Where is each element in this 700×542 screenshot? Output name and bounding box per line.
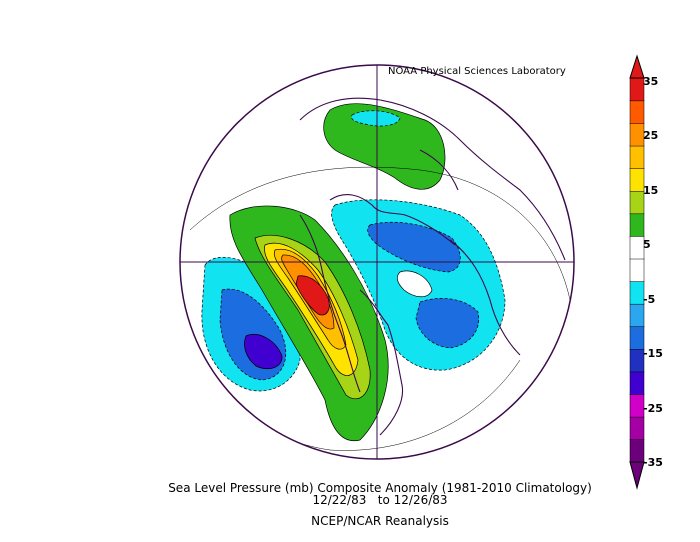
colorbar-segment (629, 213, 645, 237)
colorbar-segment (629, 100, 645, 124)
low-center-pacific (244, 333, 283, 370)
caption-dates: 12/22/83 to 12/26/83 (312, 493, 448, 507)
colorbar-tick-label: -15 (643, 347, 663, 361)
colorbar-segment (629, 326, 645, 350)
colorbar-segment (629, 303, 645, 328)
colorbar-segment (629, 145, 645, 169)
colorbar-segment (629, 258, 645, 282)
colorbar-segment (629, 439, 645, 463)
colorbar-segment (629, 281, 645, 305)
colorbar-segment (629, 168, 645, 192)
colorbar-segment (629, 416, 645, 440)
colorbar-tick-label: -5 (643, 292, 656, 306)
coastlines (299, 97, 566, 436)
map-boundary (179, 64, 575, 460)
colorbar-tick-label: 25 (643, 129, 659, 143)
colorbar-segment (629, 77, 645, 102)
colorbar-segment (629, 371, 645, 395)
colorbar-upper-arrow (629, 54, 645, 79)
high-center (295, 275, 330, 316)
colorbar-tick-label: -25 (643, 401, 663, 415)
colorbar-tick-label: -35 (643, 456, 663, 469)
colorbar-tick-label: 35 (643, 75, 659, 88)
colorbar-segment (629, 235, 645, 260)
colorbar-segment (629, 190, 645, 215)
colorbar-segment (629, 348, 645, 373)
caption-title: Sea Level Pressure (mb) Composite Anomal… (168, 481, 592, 495)
colorbar-segment (629, 393, 645, 418)
anomaly-field (180, 65, 574, 459)
credit-label: NOAA Physical Sciences Laboratory (388, 66, 566, 77)
colorbar-lower-arrow (629, 461, 645, 490)
colorbar (629, 54, 645, 490)
caption-source: NCEP/NCAR Reanalysis (311, 514, 449, 528)
colorbar-tick-label: 15 (643, 183, 659, 197)
positive-anomaly-eurasia (323, 103, 446, 190)
colorbar-tick-label: 5 (643, 238, 651, 252)
colorbar-segment (629, 122, 645, 147)
